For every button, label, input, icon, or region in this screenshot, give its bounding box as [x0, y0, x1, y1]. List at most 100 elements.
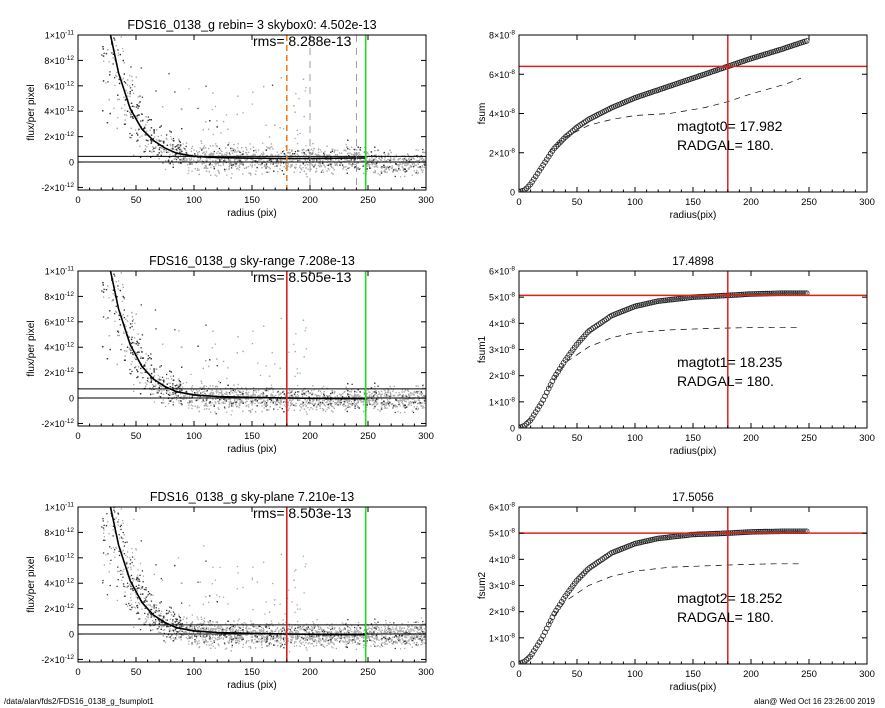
- data-point: [140, 113, 143, 115]
- data-point: [232, 403, 235, 405]
- data-point: [418, 160, 420, 162]
- data-point: [314, 403, 316, 405]
- data-point: [111, 29, 112, 30]
- y-tick-label: 6×10-12: [44, 80, 74, 91]
- data-point: [266, 387, 268, 389]
- data-point: [362, 404, 365, 406]
- data-point: [317, 165, 320, 167]
- data-point: [245, 401, 247, 403]
- y-tick-exponent: -12: [65, 80, 75, 87]
- data-point: [241, 401, 244, 403]
- data-point: [328, 407, 330, 409]
- data-point: [147, 381, 149, 383]
- data-point: [238, 390, 241, 392]
- data-point: [307, 158, 309, 160]
- data-point: [112, 63, 114, 65]
- data-point: [110, 1, 111, 2]
- data-point: [129, 85, 131, 87]
- data-point: [179, 151, 181, 153]
- data-point: [351, 146, 353, 148]
- data-point: [180, 389, 182, 391]
- data-point: [375, 159, 377, 161]
- data-point: [274, 396, 276, 398]
- data-point: [159, 126, 161, 128]
- data-point: [398, 394, 400, 396]
- data-point: [322, 171, 324, 173]
- data-point: [280, 156, 282, 158]
- data-point: [124, 99, 126, 101]
- data-point: [319, 160, 322, 162]
- data-point: [205, 385, 207, 387]
- data-point: [287, 402, 289, 404]
- data-point: [250, 395, 253, 397]
- data-point: [234, 389, 236, 391]
- data-point: [355, 395, 357, 398]
- data-point: [312, 393, 314, 395]
- data-point: [298, 150, 300, 152]
- data-point: [228, 398, 230, 400]
- data-point: [345, 150, 347, 152]
- data-point: [368, 165, 370, 168]
- data-point: [414, 164, 416, 166]
- data-point: [353, 148, 355, 150]
- data-point: [248, 172, 250, 174]
- data-point: [175, 395, 178, 397]
- data-point: [109, 74, 111, 76]
- data-point: [283, 166, 285, 168]
- data-point: [130, 363, 132, 365]
- data-point: [389, 156, 392, 159]
- data-point: [205, 398, 207, 400]
- data-point: [416, 170, 418, 172]
- data-point: [190, 157, 192, 159]
- data-point: [279, 168, 281, 170]
- data-point: [384, 171, 386, 173]
- data-point: [157, 144, 159, 146]
- data-point: [209, 396, 211, 399]
- data-point: [374, 146, 376, 148]
- data-point: [203, 146, 205, 149]
- data-point: [305, 405, 307, 407]
- data-point: [159, 147, 161, 149]
- data-point: [257, 362, 259, 364]
- data-point: [384, 405, 386, 407]
- data-point: [204, 403, 207, 405]
- data-point: [239, 160, 241, 162]
- data-point: [312, 403, 314, 406]
- data-point: [349, 393, 351, 396]
- data-point: [124, 114, 126, 116]
- data-point: [107, 285, 109, 287]
- data-point: [221, 154, 224, 156]
- data-point: [357, 402, 359, 404]
- data-point: [305, 405, 307, 408]
- data-point: [285, 401, 287, 404]
- data-point: [112, 53, 115, 55]
- data-point: [377, 396, 379, 398]
- data-point: [368, 163, 370, 165]
- data-point: [137, 333, 139, 335]
- data-point: [119, 19, 120, 20]
- data-point: [135, 76, 137, 78]
- data-point: [102, 55, 105, 57]
- data-point: [178, 330, 180, 332]
- data-point: [368, 395, 370, 397]
- data-point: [170, 394, 172, 396]
- data-point: [218, 154, 220, 157]
- data-point: [368, 400, 370, 402]
- data-point: [175, 158, 178, 161]
- data-point: [220, 160, 222, 162]
- data-point: [280, 396, 282, 398]
- data-point: [174, 154, 176, 156]
- data-point: [421, 165, 423, 167]
- data-point: [242, 150, 244, 152]
- data-point: [199, 386, 201, 389]
- data-point: [110, 237, 111, 238]
- data-point: [145, 116, 147, 118]
- data-point: [180, 149, 183, 151]
- data-point: [360, 396, 362, 398]
- data-point: [217, 390, 219, 392]
- curve-point: [571, 126, 578, 132]
- data-point: [228, 405, 230, 408]
- data-point: [373, 407, 375, 410]
- data-point: [393, 158, 395, 160]
- data-point: [374, 172, 376, 174]
